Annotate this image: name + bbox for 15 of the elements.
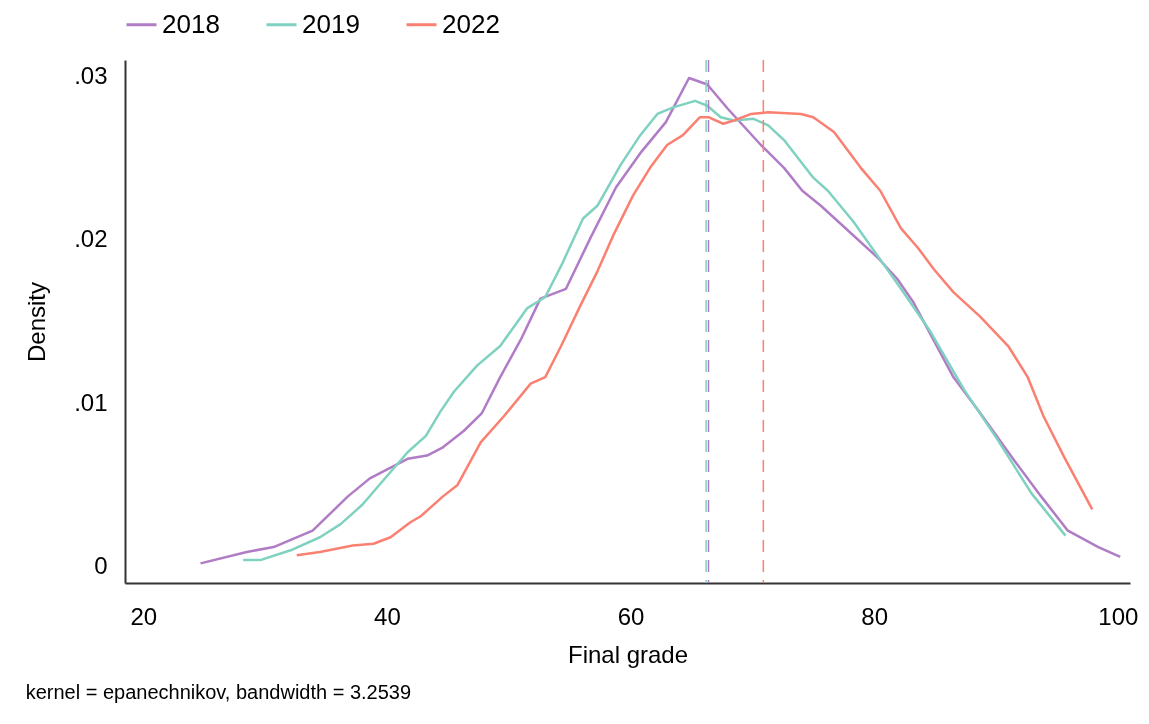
legend-label: 2019 xyxy=(302,8,360,39)
y-tick-label: .01 xyxy=(74,388,108,416)
x-axis-title: Final grade xyxy=(567,640,689,668)
x-tick-label: 100 xyxy=(1098,602,1139,630)
legend-label: 2018 xyxy=(162,8,220,39)
y-axis-title: Density xyxy=(23,281,51,363)
text: kernel = epanechnikov, bandwidth = 3.2539 xyxy=(25,681,412,703)
y-tick-label: 0 xyxy=(94,552,108,580)
legend-label: 2022 xyxy=(442,8,500,39)
y-tick-label: .02 xyxy=(74,225,108,253)
x-tick-label: 60 xyxy=(617,602,645,630)
y-tick-label: .03 xyxy=(74,61,108,89)
x-tick-label: 40 xyxy=(374,602,401,630)
x-tick-label: 80 xyxy=(861,602,889,630)
x-tick-label: 20 xyxy=(130,602,158,630)
